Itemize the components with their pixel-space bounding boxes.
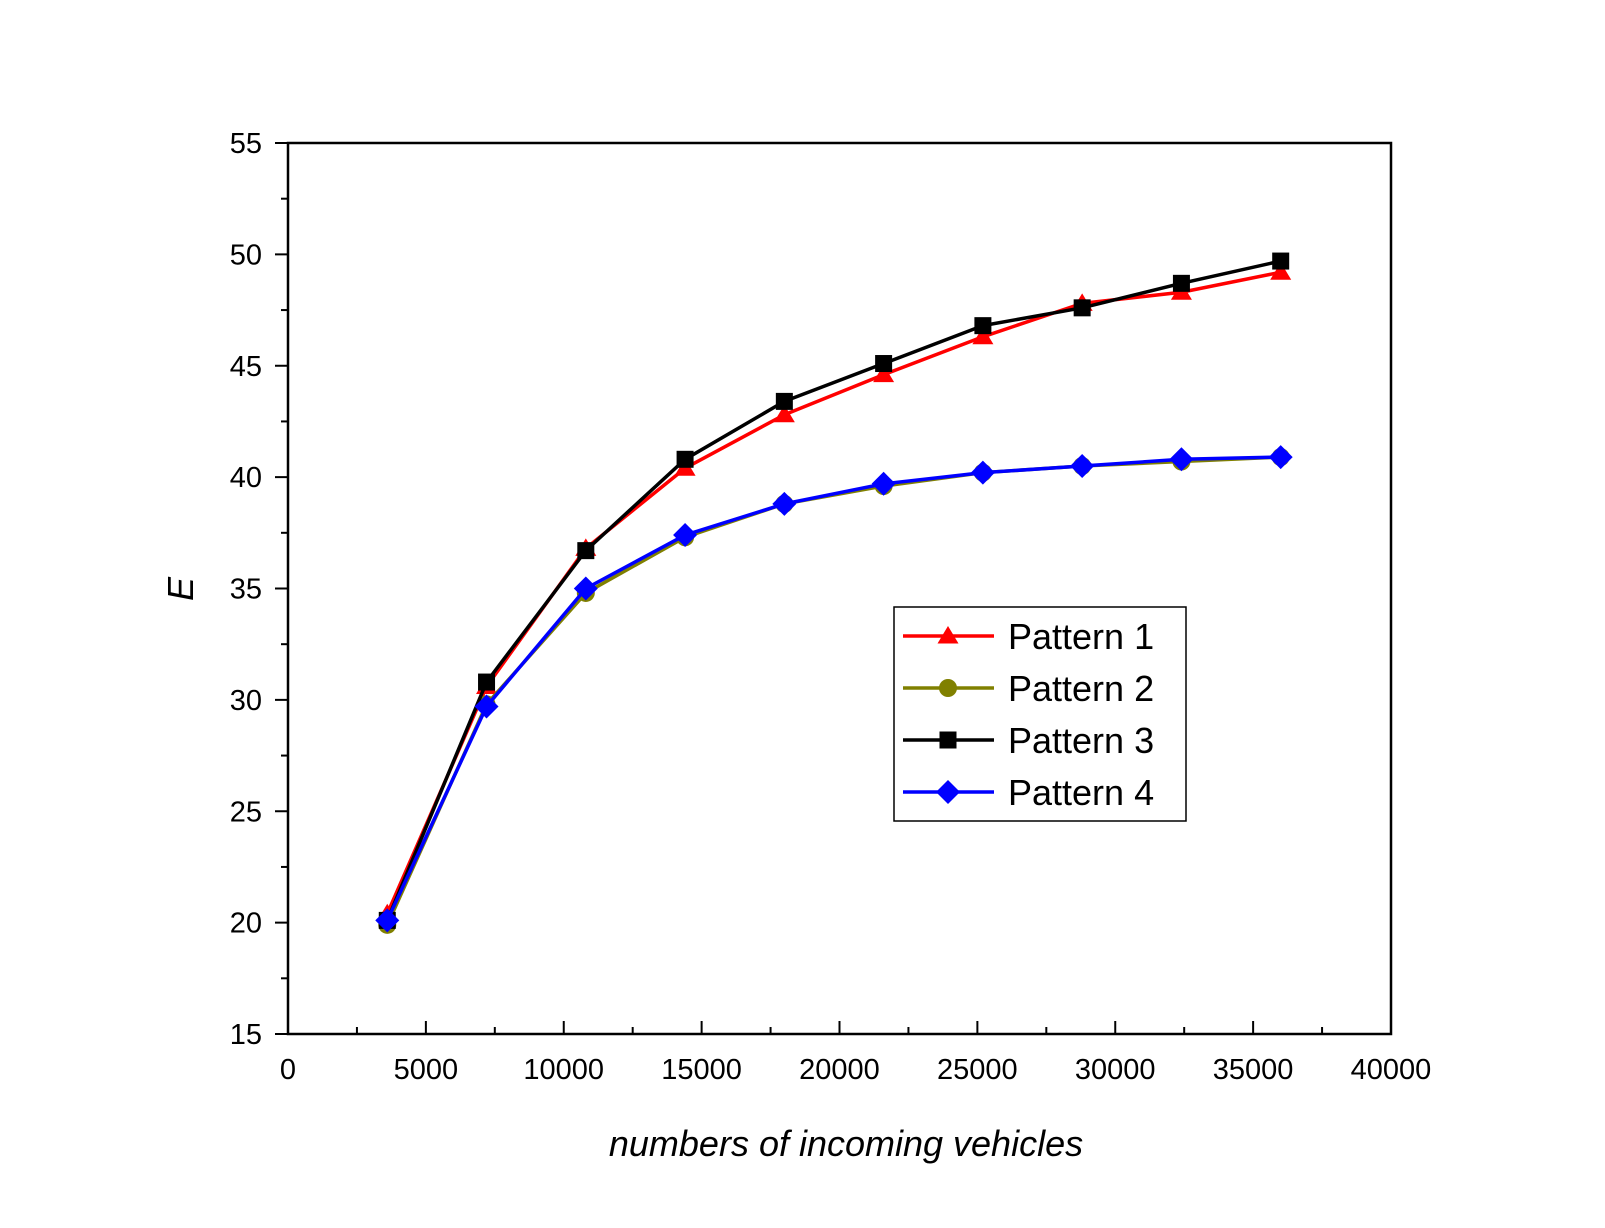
y-tick-label: 20 bbox=[230, 908, 262, 940]
plot-area bbox=[286, 141, 1393, 1036]
data-point bbox=[474, 694, 499, 719]
x-tick-label: 35000 bbox=[1213, 1054, 1294, 1086]
x-tick-label: 30000 bbox=[1075, 1054, 1156, 1086]
x-tick-label: 40000 bbox=[1351, 1054, 1432, 1086]
x-tick-label: 20000 bbox=[799, 1054, 880, 1086]
legend-marker bbox=[939, 679, 957, 697]
y-tick-label: 25 bbox=[230, 796, 262, 828]
data-point bbox=[1073, 299, 1091, 317]
data-point bbox=[1270, 262, 1292, 280]
x-tick-label: 5000 bbox=[394, 1054, 459, 1086]
legend-label: Pattern 1 bbox=[1008, 616, 1154, 657]
data-point bbox=[772, 491, 797, 516]
legend-entry: Pattern 1 bbox=[903, 616, 1154, 657]
legend-entry: Pattern 4 bbox=[903, 772, 1154, 813]
legend-label: Pattern 3 bbox=[1008, 720, 1154, 761]
series-3 bbox=[378, 252, 1290, 929]
data-point bbox=[974, 317, 992, 335]
data-point bbox=[773, 404, 795, 423]
data-point bbox=[775, 392, 793, 410]
x-tick-label: 10000 bbox=[523, 1054, 604, 1086]
legend: Pattern 1 Pattern 2 Pattern 3 Pattern 4 bbox=[893, 606, 1187, 822]
y-tick-label: 55 bbox=[230, 128, 262, 160]
data-point bbox=[478, 673, 496, 691]
x-axis: 0 5000 10000 15000 20000 25000 30000 35000 40000 bbox=[280, 1021, 1431, 1086]
legend-label: Pattern 2 bbox=[1008, 668, 1154, 709]
data-point bbox=[1172, 274, 1190, 292]
series-layer bbox=[375, 252, 1293, 934]
y-tick-label: 30 bbox=[230, 685, 262, 717]
data-point bbox=[573, 576, 598, 601]
y-tick-label: 40 bbox=[230, 462, 262, 494]
data-point bbox=[873, 364, 895, 383]
legend-marker bbox=[937, 626, 959, 644]
data-point bbox=[1070, 453, 1095, 478]
series-line bbox=[385, 259, 1282, 922]
data-point bbox=[676, 450, 694, 468]
x-tick-label: 25000 bbox=[937, 1054, 1018, 1086]
y-tick-label: 35 bbox=[230, 574, 262, 606]
y-axis-title: E bbox=[160, 576, 201, 601]
y-axis: 15 20 25 30 35 40 45 50 55 bbox=[230, 128, 288, 1051]
y-tick-label: 15 bbox=[230, 1019, 262, 1051]
data-point bbox=[1268, 445, 1293, 470]
legend-marker bbox=[939, 731, 957, 749]
y-tick-label: 50 bbox=[230, 239, 262, 271]
data-point bbox=[1272, 252, 1290, 270]
data-point bbox=[577, 542, 595, 560]
x-tick-label: 15000 bbox=[661, 1054, 742, 1086]
data-point bbox=[375, 908, 400, 933]
series-1 bbox=[376, 262, 1292, 922]
data-point bbox=[875, 355, 893, 373]
legend-marker bbox=[936, 780, 960, 804]
series-4 bbox=[375, 445, 1293, 933]
y-tick-label: 45 bbox=[230, 351, 262, 383]
data-point bbox=[970, 460, 995, 485]
x-axis-title: numbers of incoming vehicles bbox=[609, 1123, 1083, 1164]
legend-entry: Pattern 3 bbox=[903, 720, 1154, 761]
legend-entry: Pattern 2 bbox=[903, 668, 1154, 709]
data-point bbox=[673, 523, 698, 548]
x-tick-label: 0 bbox=[280, 1054, 296, 1086]
legend-label: Pattern 4 bbox=[1008, 772, 1154, 813]
data-point bbox=[972, 326, 994, 345]
data-point bbox=[1169, 447, 1194, 472]
series-line bbox=[385, 455, 1281, 922]
data-point bbox=[871, 471, 896, 496]
